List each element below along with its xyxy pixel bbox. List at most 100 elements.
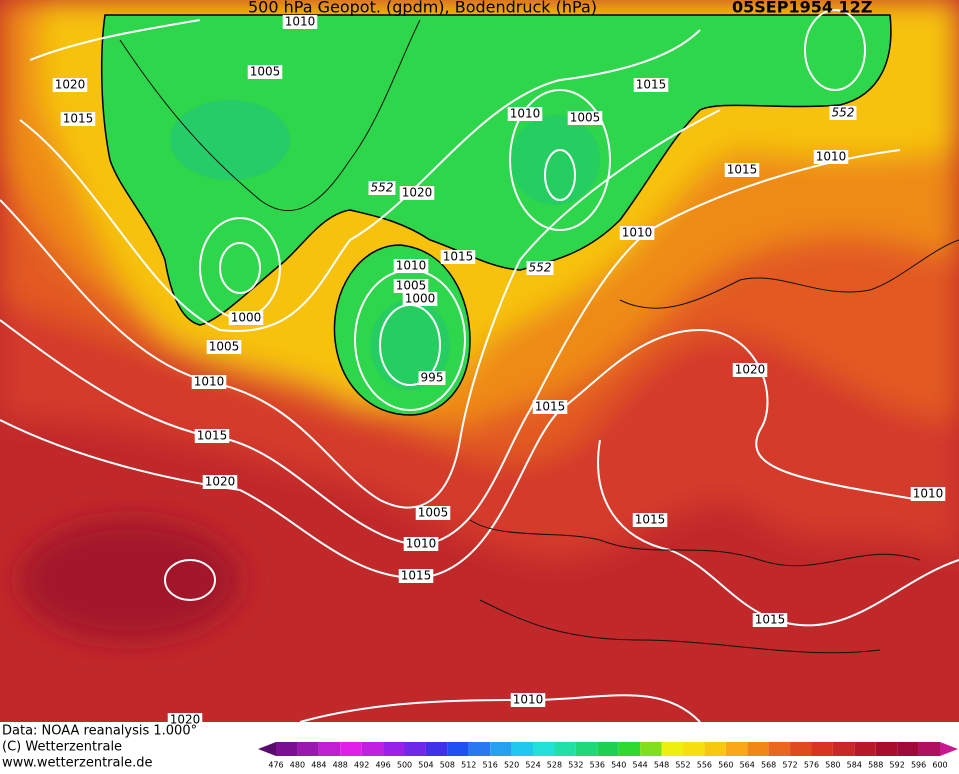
isobar-label: 1010 (510, 107, 541, 121)
colorbar-swatch (575, 742, 598, 756)
footer-line: Data: NOAA reanalysis 1.000° (2, 724, 197, 739)
label-box (60, 112, 96, 126)
colorbar-tick-label: 520 (504, 761, 519, 770)
isobar-label: 1010 (285, 15, 316, 29)
deep-low-core (370, 300, 450, 390)
colorbar-tick-label: 588 (868, 761, 883, 770)
label-box (418, 371, 446, 385)
colorbar-tick-label: 500 (397, 761, 412, 770)
isobar-label: 1000 (231, 311, 262, 325)
colorbar-tick-label: 564 (740, 761, 755, 770)
isobar-label: 1010 (194, 375, 225, 389)
colorbar-swatch (554, 742, 576, 756)
colorbar-tick-label: 544 (632, 761, 647, 770)
isobar-label: 1005 (396, 279, 427, 293)
isobar-label: 1010 (622, 226, 653, 240)
colorbar-end (940, 742, 958, 756)
deep-low-core (510, 115, 600, 205)
colorbar-tick-label: 504 (418, 761, 433, 770)
label-box (632, 513, 668, 527)
label-box (402, 292, 438, 306)
colorbar-swatch (490, 742, 512, 756)
colorbar-swatch (533, 742, 555, 756)
label-box (532, 400, 568, 414)
colorbar-tick-label: 548 (654, 761, 669, 770)
colorbar-swatch (276, 742, 298, 756)
colorbar-tick-label: 568 (761, 761, 776, 770)
colorbar-tick-label: 596 (911, 761, 926, 770)
label-box (633, 78, 669, 92)
isobar-label: 1020 (55, 78, 86, 92)
label-box (724, 163, 760, 177)
colorbar-tick-label: 556 (697, 761, 712, 770)
colorbar-swatch (811, 742, 833, 756)
isobar-label: 1015 (635, 513, 666, 527)
colorbar-swatch (318, 742, 341, 756)
colorbar-swatch (383, 742, 405, 756)
isobar-label: 1015 (197, 429, 228, 443)
deep-low-core (170, 100, 290, 180)
colorbar-tick-label: 584 (847, 761, 862, 770)
label-box (752, 613, 788, 627)
colorbar: 476 480 484 488 492 496 500 504 508 512 516 520 524 5… (258, 742, 958, 770)
isobar-label: 1005 (570, 111, 601, 125)
isobar-label: 1015 (443, 250, 474, 264)
colorbar-swatch (832, 742, 855, 756)
footer-line: www.wetterzentrale.de (2, 756, 152, 771)
label-box (619, 226, 655, 240)
colorbar-swatch (404, 742, 426, 756)
colorbar-swatch (447, 742, 469, 756)
label-box (247, 65, 283, 79)
colorbar-tick-label: 572 (782, 761, 797, 770)
isobar-label: 1015 (727, 163, 758, 177)
isobar-label: 1015 (636, 78, 667, 92)
label-box (510, 693, 546, 707)
colorbar-tick-label: 512 (461, 761, 476, 770)
isobar-label: 1015 (535, 400, 566, 414)
isobar-label: 1010 (816, 150, 847, 164)
label-box (813, 150, 849, 164)
colorbar-tick-label: 484 (311, 761, 326, 770)
colorbar-swatch (897, 742, 919, 756)
colorbar-tick-label: 524 (525, 761, 540, 770)
map (0, 0, 959, 722)
colorbar-end (258, 742, 276, 756)
colorbar-tick-label: 508 (440, 761, 455, 770)
isobar-label: 1010 (406, 537, 437, 551)
isobar-label: 1015 (63, 112, 94, 126)
isobar-label: 1005 (250, 65, 281, 79)
colorbar-swatch (682, 742, 705, 756)
colorbar-tick-label: 480 (290, 761, 305, 770)
label-box (393, 259, 429, 273)
colorbar-tick-label: 476 (268, 761, 283, 770)
isobar-label: 1015 (401, 569, 432, 583)
colorbar-swatch (640, 742, 662, 756)
colorbar-tick-label: 492 (354, 761, 369, 770)
label-box (282, 15, 318, 29)
low-geopotential-area (100, 14, 892, 326)
label-box (507, 107, 543, 121)
map-title: 500 hPa Geopot. (gpdm), Bodendruck (hPa) (248, 0, 597, 17)
colorbar-swatch (768, 742, 791, 756)
colorbar-tick-label: 600 (932, 761, 947, 770)
colorbar-swatch (425, 742, 448, 756)
label-box (368, 181, 396, 195)
colorbar-swatch (468, 742, 491, 756)
isobar-label: 995 (421, 371, 444, 385)
colorbar-swatch (790, 742, 812, 756)
label-box (191, 375, 227, 389)
colorbar-swatch (875, 742, 898, 756)
colorbar-swatch (340, 742, 362, 756)
colorbar-swatch (618, 742, 641, 756)
isobar-label: 1020 (205, 475, 236, 489)
colorbar-tick-label: 496 (375, 761, 390, 770)
colorbar-swatch (597, 742, 619, 756)
footer-line: (C) Wetterzentrale (2, 740, 122, 755)
isobar-label: 1020 (170, 713, 201, 727)
label-box (52, 78, 88, 92)
geopotential-label: 552 (371, 181, 394, 195)
colorbar-swatch (725, 742, 748, 756)
colorbar-tick-label: 528 (547, 761, 562, 770)
label-box (829, 106, 857, 120)
